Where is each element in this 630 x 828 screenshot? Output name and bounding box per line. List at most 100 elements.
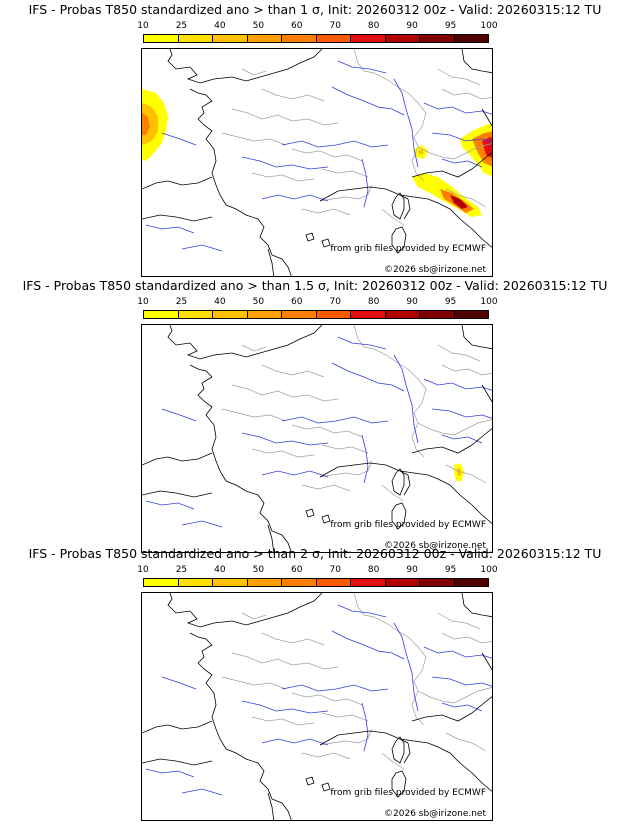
admin-border-line (301, 752, 351, 760)
river-line (361, 702, 369, 752)
coastline (142, 176, 213, 190)
admin-border-line (301, 484, 351, 492)
river-line (161, 676, 197, 690)
coastline (411, 152, 492, 178)
river-line (393, 354, 419, 444)
probability-area-western-atlantic (142, 113, 150, 135)
river-line (431, 132, 492, 143)
colorbar-segment (247, 579, 282, 586)
panel-title: IFS - Probas T850 standardized ano > tha… (28, 2, 602, 17)
coastline (319, 186, 492, 248)
colorbar-segment (385, 311, 420, 318)
island-outline (305, 776, 315, 786)
admin-border-line (241, 612, 267, 620)
admin-border-line (291, 692, 363, 706)
colorbar-tick-label: 25 (175, 565, 188, 575)
colorbar-segment (351, 35, 386, 42)
admin-border-line (381, 484, 405, 502)
admin-border-line (251, 172, 315, 182)
colorbar-segment (282, 311, 317, 318)
colorbar-tick-label: 25 (175, 297, 188, 307)
river-line (261, 470, 329, 478)
coastline (461, 49, 492, 74)
colorbar-segment (420, 579, 455, 586)
copyright-text: ©2026 sb@irizone.net (384, 541, 486, 551)
river-line (281, 416, 389, 424)
colorbar-segment (316, 579, 351, 586)
river-line (423, 378, 492, 391)
map-panel-2: IFS - Probas T850 standardized ano > tha… (0, 276, 630, 553)
river-line (441, 434, 483, 444)
river-line (241, 432, 329, 446)
river-line (361, 158, 369, 208)
colorbar-tick-label: 70 (329, 565, 341, 575)
coastline (167, 325, 323, 360)
river-line (361, 434, 369, 484)
map-panel-3: IFS - Probas T850 standardized ano > tha… (0, 544, 630, 821)
river-line (241, 156, 329, 170)
coastline (411, 428, 492, 454)
coastline (189, 364, 292, 552)
admin-border-line (353, 325, 492, 436)
river-line (331, 86, 405, 116)
admin-border-line (221, 676, 287, 690)
colorbar-tick-label: 100 (480, 21, 498, 31)
river-line (441, 702, 483, 712)
admin-border-line (321, 712, 369, 722)
coastline (461, 593, 492, 618)
map-canvas (142, 325, 492, 552)
river-line (431, 408, 492, 419)
admin-border-line (241, 68, 267, 76)
credit-text: from grib files provided by ECMWF (330, 520, 486, 530)
admin-border-line (231, 384, 339, 402)
colorbar-tick-label: 95 (444, 565, 457, 575)
copyright-text: ©2026 sb@irizone.net (384, 265, 486, 275)
admin-border-line (231, 108, 339, 126)
colorbar-segment (316, 311, 351, 318)
admin-border-line (353, 49, 492, 160)
colorbar-segment (351, 311, 386, 318)
colorbar-tick-label: 40 (214, 21, 226, 31)
admin-border-line (261, 364, 325, 378)
colorbar-tick-label: 50 (252, 565, 265, 575)
admin-border-line (301, 208, 351, 216)
river-line (181, 520, 223, 528)
island-outline (305, 232, 315, 242)
colorbar-segment (454, 35, 488, 42)
coastline (189, 632, 292, 820)
colorbar-tick-label: 80 (367, 297, 380, 307)
colorbar (143, 578, 489, 587)
admin-border-line (441, 88, 492, 100)
colorbar-tick-label: 40 (214, 297, 226, 307)
river-line (423, 102, 492, 115)
coastline (481, 108, 492, 127)
coastline (399, 738, 411, 764)
admin-border-line (437, 612, 481, 630)
colorbar-segment (282, 579, 317, 586)
probability-area-po-valley (418, 149, 424, 155)
colorbar-tick-label: 70 (329, 21, 341, 31)
island-outline (391, 770, 407, 798)
admin-border-line (411, 690, 425, 726)
river-line (441, 158, 483, 168)
probability-area-central-italy-small (457, 468, 461, 476)
admin-border-line (321, 444, 369, 454)
colorbar-segment (351, 579, 386, 586)
admin-border-line (321, 168, 369, 178)
admin-border-line (381, 208, 405, 226)
colorbar-tick-label: 95 (444, 297, 457, 307)
map-frame[interactable]: from grib files provided by ECMWF ©2026 … (141, 48, 493, 277)
map-frame[interactable]: from grib files provided by ECMWF ©2026 … (141, 592, 493, 821)
coastline (142, 214, 213, 222)
coastline (142, 720, 213, 734)
admin-border-line (319, 728, 373, 746)
admin-border-line (441, 364, 492, 376)
admin-border-line (251, 716, 315, 726)
admin-border-line (381, 752, 405, 770)
island-outline (321, 238, 331, 248)
island-outline (321, 514, 331, 524)
colorbar-tick-label: 60 (291, 297, 303, 307)
island-outline (391, 502, 407, 530)
map-frame[interactable]: from grib files provided by ECMWF ©2026 … (141, 324, 493, 553)
river-line (181, 244, 223, 252)
